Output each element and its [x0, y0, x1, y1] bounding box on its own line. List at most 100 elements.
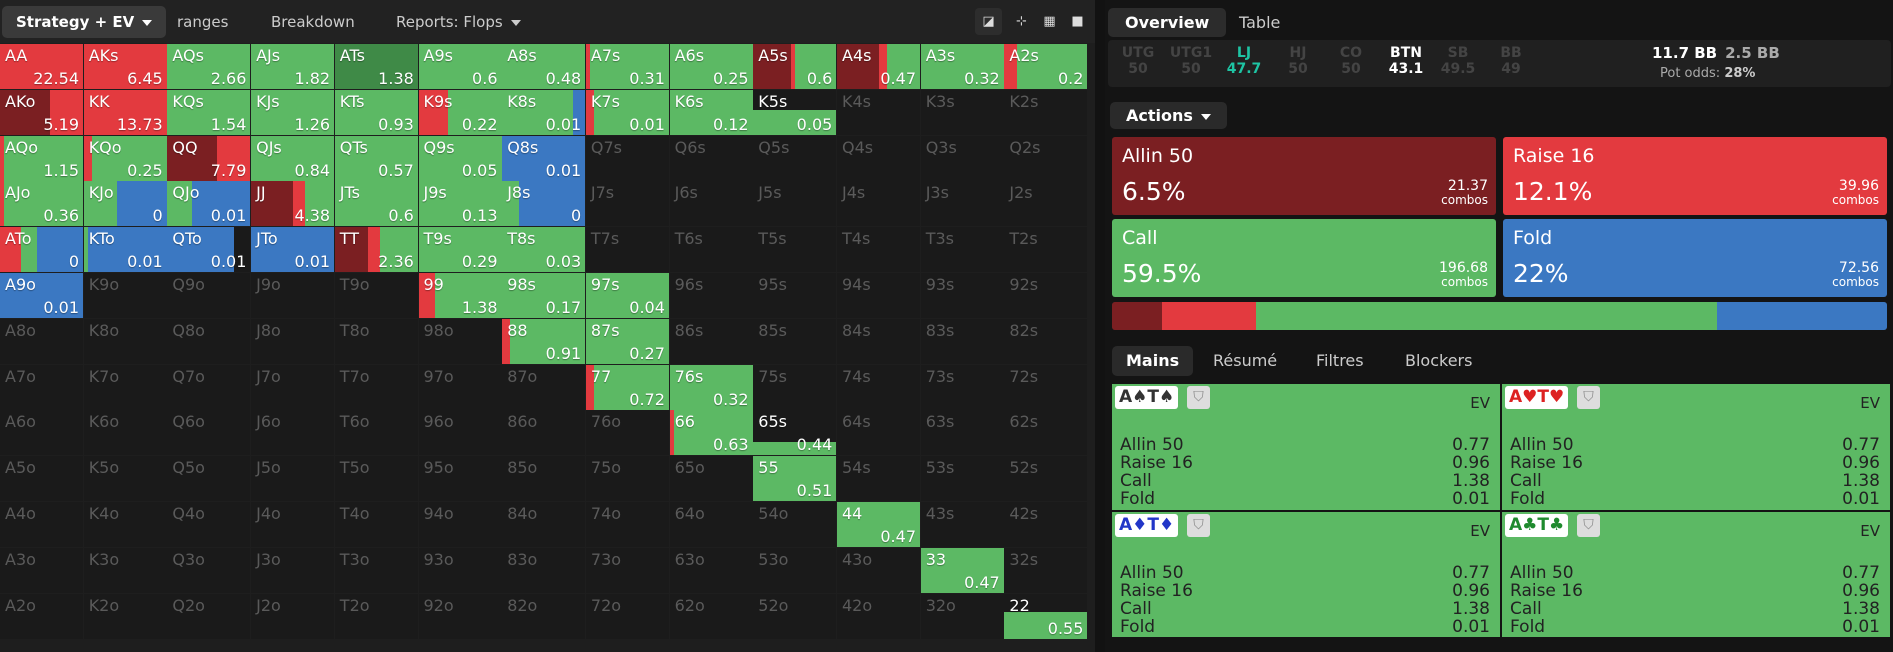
action-call[interactable]: Call 59.5% 196.68 combos [1112, 219, 1496, 297]
position-sb[interactable]: SB 49.5 [1433, 45, 1483, 83]
hand-cell[interactable]: 44 0.47 [837, 502, 920, 547]
hand-cell[interactable]: 63s [920, 410, 1004, 456]
tab-reports[interactable]: Reports: Flops [382, 6, 535, 38]
hand-cell[interactable]: 65o [669, 456, 753, 502]
hand-cell[interactable]: A7o [0, 364, 83, 410]
hand-cell[interactable]: T9o [334, 273, 418, 318]
hand-cell[interactable]: J6o [251, 410, 335, 456]
hand-cell[interactable]: 32o [920, 593, 1004, 639]
hand-cell[interactable]: K7o [83, 364, 167, 410]
hand-cell[interactable]: 22 0.55 [1004, 593, 1088, 639]
hand-cell[interactable]: AJo 0.36 [0, 181, 83, 227]
hand-cell[interactable]: 72o [585, 593, 669, 639]
hand-cell[interactable]: K4s [837, 89, 920, 135]
hand-cell[interactable]: 54s [837, 456, 920, 502]
hand-cell[interactable]: K9o [83, 273, 167, 318]
hand-cell[interactable]: K8o [83, 318, 167, 364]
actions-dropdown[interactable]: Actions [1110, 102, 1227, 129]
hand-cell[interactable]: T7o [334, 364, 418, 410]
hand-cell[interactable]: T2s [1004, 227, 1088, 273]
hand-cell[interactable]: 63o [669, 547, 753, 593]
hand-cell[interactable]: 96o [418, 410, 502, 456]
hand-cell[interactable]: JTs 0.6 [334, 181, 418, 227]
hand-cell[interactable]: KTo 0.01 [83, 227, 167, 273]
hand-cell[interactable]: 76o [585, 410, 669, 456]
hand-cell[interactable]: AQs 2.66 [167, 44, 251, 89]
grid-icon[interactable]: ▦ [1043, 14, 1056, 29]
tab-blockers[interactable]: Blockers [1405, 351, 1473, 370]
hand-cell[interactable]: T3s [920, 227, 1004, 273]
hand-cell[interactable]: Q4s [837, 135, 920, 181]
hand-cell[interactable]: 65s 0.44 [753, 410, 837, 456]
square-icon[interactable]: ■ [1071, 14, 1084, 29]
hand-cell[interactable]: 98o [418, 318, 502, 364]
hand-cell[interactable]: T8s 0.03 [502, 227, 586, 273]
hand-cell[interactable]: J4o [251, 502, 335, 547]
hand-cell[interactable]: 62s [1004, 410, 1088, 456]
hand-cell[interactable]: 85o [502, 456, 586, 502]
hand-cell[interactable]: K6o [83, 410, 167, 456]
hand-cell[interactable]: J3s [920, 181, 1004, 227]
hand-cell[interactable]: K6s 0.12 [669, 89, 753, 135]
hand-cell[interactable]: 93o [418, 547, 502, 593]
hand-cell[interactable]: K8s 0.01 [502, 89, 586, 135]
hand-cell[interactable]: 92o [418, 593, 502, 639]
hand-cell[interactable]: A4s 0.47 [837, 44, 920, 89]
hand-cell[interactable]: T9s 0.29 [418, 227, 502, 273]
hand-cell[interactable]: 86s [669, 318, 753, 364]
hand-cell[interactable]: 73s [920, 364, 1004, 410]
hand-cell[interactable]: T4s [837, 227, 920, 273]
hand-cell[interactable]: T5s [753, 227, 837, 273]
hand-cell[interactable]: 42o [837, 593, 920, 639]
hand-cell[interactable]: 87o [502, 364, 586, 410]
hand-cell[interactable]: A9o 0.01 [0, 273, 83, 318]
hand-cell[interactable]: 75o [585, 456, 669, 502]
hand-cell[interactable]: Q9s 0.05 [418, 135, 502, 181]
hand-cell[interactable]: A5o [0, 456, 83, 502]
hand-cell[interactable]: K2o [83, 593, 167, 639]
hand-cell[interactable]: J3o [251, 547, 335, 593]
compress-icon[interactable]: ⊹ [1016, 14, 1027, 29]
hand-cell[interactable]: 86o [502, 410, 586, 456]
hand-cell[interactable]: A3o [0, 547, 83, 593]
hand-cell[interactable]: 96s [669, 273, 753, 318]
hand-cell[interactable]: 94s [837, 273, 920, 318]
hand-cell[interactable]: 52s [1004, 456, 1088, 502]
hand-cell[interactable]: ATo 0 [0, 227, 83, 273]
hand-cell[interactable]: 32s [1004, 547, 1088, 593]
hand-cell[interactable]: ATs 1.38 [334, 44, 418, 89]
hand-cell[interactable]: Q3o [167, 547, 251, 593]
hand-cell[interactable]: 64s [837, 410, 920, 456]
hand-cell[interactable]: 97s 0.04 [585, 273, 669, 318]
hand-cell[interactable]: A8s 0.48 [502, 44, 586, 89]
hand-cell[interactable]: K3o [83, 547, 167, 593]
hand-cell[interactable]: 99 1.38 [418, 273, 502, 318]
hand-cell[interactable]: 85s [753, 318, 837, 364]
hand-cell[interactable]: T2o [334, 593, 418, 639]
hand-cell[interactable]: 92s [1004, 273, 1088, 318]
hand-cell[interactable]: QTs 0.57 [334, 135, 418, 181]
position-lj[interactable]: LJ 47.7 [1219, 45, 1269, 83]
position-btn[interactable]: BTN 43.1 [1381, 45, 1431, 83]
tab-ranges[interactable]: ranges [177, 13, 229, 31]
hand-cell[interactable]: J5s [753, 181, 837, 227]
hand-cell[interactable]: J9o [251, 273, 335, 318]
position-utg[interactable]: UTG 50 [1113, 45, 1163, 83]
hand-cell[interactable]: 82s [1004, 318, 1088, 364]
hand-cell[interactable]: T6o [334, 410, 418, 456]
hand-cell[interactable]: AA 22.54 [0, 44, 83, 89]
hand-cell[interactable]: AKs 6.45 [83, 44, 167, 89]
hand-cell[interactable]: 83o [502, 547, 586, 593]
hand-cell[interactable]: J2s [1004, 181, 1088, 227]
hand-cell[interactable]: 64o [669, 502, 753, 547]
hand-cell[interactable]: 72s [1004, 364, 1088, 410]
hand-cell[interactable]: Q6s [669, 135, 753, 181]
hand-cell[interactable]: J9s 0.13 [418, 181, 502, 227]
shield-icon[interactable]: ⛉ [1577, 386, 1600, 409]
hand-cell[interactable]: K5s 0.05 [753, 89, 837, 135]
shield-icon[interactable]: ⛉ [1187, 514, 1210, 537]
action-fold[interactable]: Fold 22% 72.56 combos [1503, 219, 1887, 297]
hand-cell[interactable]: A9s 0.6 [418, 44, 502, 89]
hand-cell[interactable]: 62o [669, 593, 753, 639]
position-bb[interactable]: BB 49 [1486, 45, 1536, 83]
